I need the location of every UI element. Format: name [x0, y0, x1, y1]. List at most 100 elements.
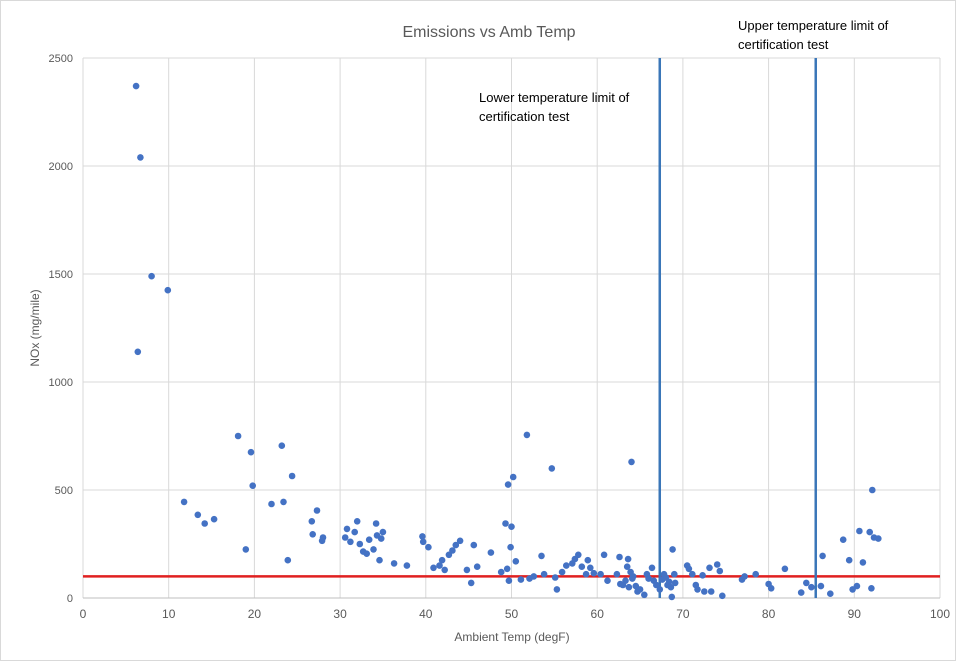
data-point [689, 570, 696, 578]
data-point [194, 511, 202, 519]
data-point [509, 473, 517, 481]
x-tick-label: 0 [80, 607, 87, 621]
data-point [584, 556, 592, 564]
grid [82, 57, 941, 599]
data-point [538, 552, 545, 560]
data-point [278, 442, 286, 450]
x-tick-label: 100 [930, 607, 950, 621]
x-tick-label: 70 [676, 607, 690, 621]
data-point [668, 593, 676, 601]
data-point [180, 498, 188, 506]
data-point [669, 546, 676, 553]
annotation-lower-limit-line1: Lower temperature limit of [479, 90, 630, 105]
data-point [656, 586, 664, 593]
y-tick-label: 500 [55, 485, 73, 497]
data-point [548, 465, 556, 472]
data-point [363, 550, 371, 557]
data-point [507, 543, 514, 551]
data-point [629, 573, 637, 580]
data-point [808, 583, 815, 591]
data-point [624, 555, 632, 563]
data-point [234, 432, 242, 440]
data-point [563, 562, 570, 569]
data-point [590, 569, 598, 577]
x-tick-label: 80 [762, 607, 776, 621]
data-point [319, 534, 327, 541]
data-point [470, 541, 478, 549]
data-point [249, 482, 256, 490]
data-point [839, 536, 847, 543]
data-point [503, 565, 511, 573]
data-point [575, 551, 582, 559]
x-tick-label: 10 [162, 607, 176, 621]
data-point [694, 586, 701, 593]
data-point [578, 563, 586, 570]
data-point [268, 500, 275, 508]
data-point [817, 582, 825, 590]
y-tick-label: 1000 [49, 377, 73, 389]
data-point [625, 583, 633, 591]
data-point [622, 577, 629, 584]
data-point [148, 272, 155, 280]
data-point [827, 590, 834, 597]
data-point [370, 546, 377, 553]
x-tick-label: 50 [505, 607, 519, 621]
data-point [284, 556, 292, 564]
data-point [201, 520, 208, 527]
data-point [616, 553, 623, 561]
chart-title: Emissions vs Amb Temp [402, 24, 575, 41]
data-point [600, 551, 608, 559]
data-point [502, 520, 509, 527]
data-point [530, 573, 538, 580]
data-point [866, 528, 873, 536]
annotation-lower-limit-line2: certification test [479, 109, 570, 124]
data-point [419, 538, 427, 546]
data-point [247, 448, 255, 456]
data-point [613, 570, 621, 578]
data-point [797, 589, 805, 596]
data-point [341, 534, 349, 541]
data-point [403, 562, 411, 569]
data-point [671, 570, 678, 578]
data-point [351, 528, 359, 536]
data-point [308, 518, 316, 525]
data-point [719, 592, 726, 600]
data-point [645, 575, 652, 582]
x-tick-label: 30 [333, 607, 347, 621]
y-tick-label: 2500 [49, 53, 73, 65]
data-point [505, 577, 513, 584]
data-point [648, 564, 656, 572]
data-point [653, 581, 660, 589]
data-point [685, 565, 693, 573]
annotation-upper-limit-line2: certification test [738, 37, 829, 52]
data-point [449, 547, 456, 554]
data-point [540, 570, 548, 578]
y-tick-label: 1500 [49, 269, 73, 281]
data-point [856, 527, 863, 535]
data-point [752, 570, 759, 578]
data-point [343, 525, 351, 533]
data-point [853, 582, 861, 590]
y-axis-label: NOx (mg/mile) [28, 289, 42, 366]
data-point [456, 537, 464, 545]
data-point [242, 546, 250, 553]
data-point [365, 536, 373, 543]
data-point [512, 558, 520, 565]
data-point [553, 586, 561, 593]
data-point [419, 533, 426, 540]
data-point [137, 154, 144, 161]
data-point [597, 570, 604, 578]
data-point [517, 576, 525, 583]
data-point [859, 559, 867, 566]
data-point [551, 574, 559, 581]
x-tick-label: 40 [419, 607, 433, 621]
data-point [628, 458, 635, 466]
data-point [473, 563, 481, 570]
data-point [356, 540, 364, 548]
data-point [430, 564, 437, 572]
y-tick-label: 2000 [49, 161, 73, 173]
data-point [134, 348, 142, 356]
data-point [379, 528, 387, 536]
x-tick-label: 20 [248, 607, 262, 621]
